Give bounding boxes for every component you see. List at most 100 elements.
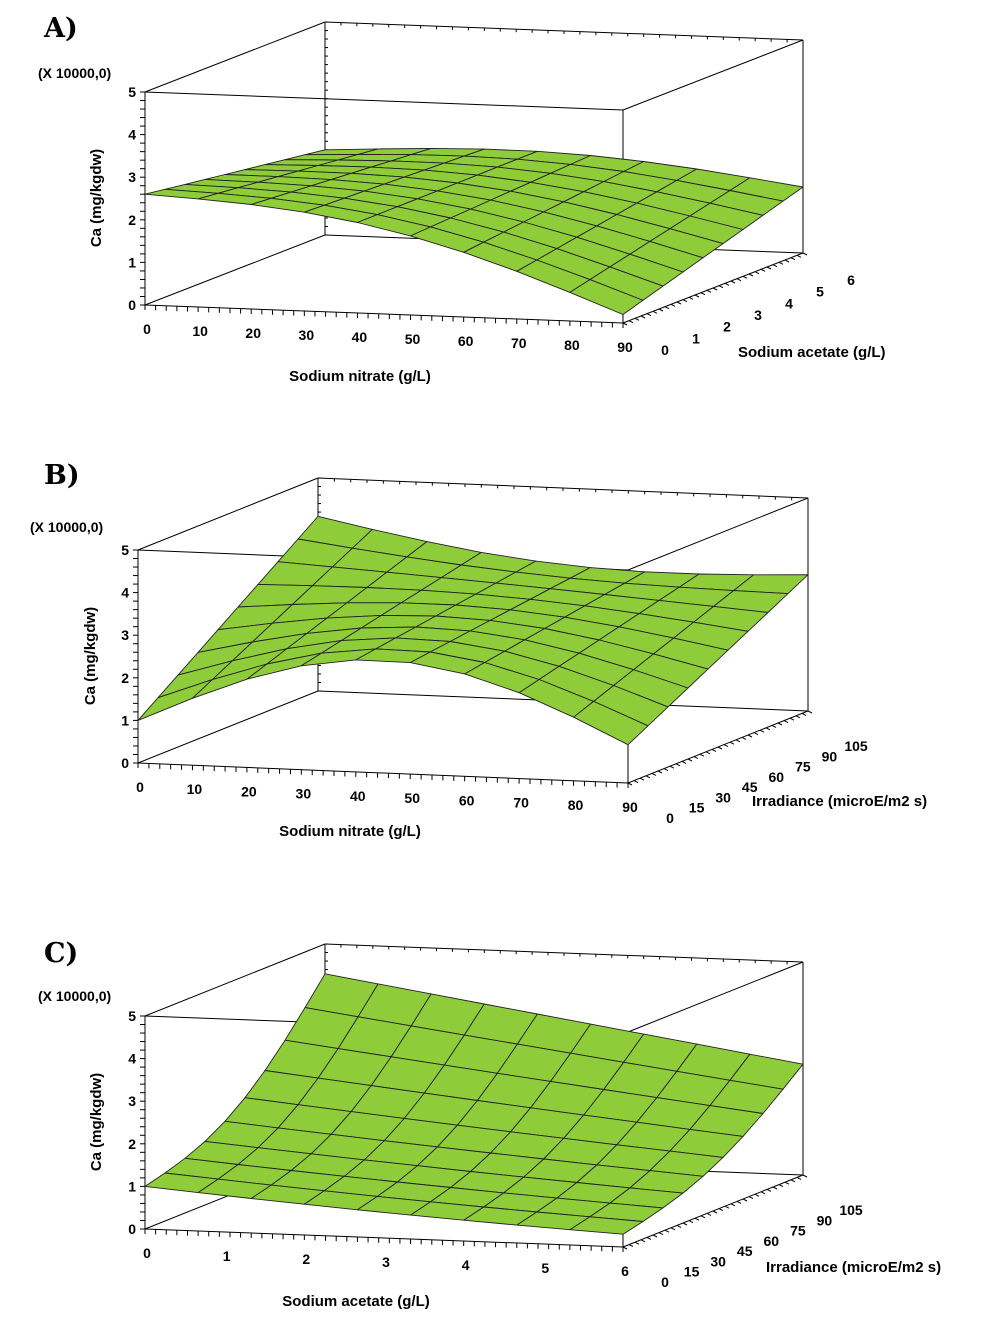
y-minor-tick [759, 729, 765, 733]
y-minor-tick [760, 268, 766, 272]
y-minor-tick [681, 760, 687, 764]
x-tick-label: 80 [568, 797, 584, 813]
y-minor-tick [670, 1227, 676, 1231]
y-minor-tick [790, 1179, 796, 1183]
y-minor-tick [688, 296, 694, 300]
y-minor-tick [658, 1232, 664, 1236]
y-minor-tick [754, 1193, 760, 1197]
z-tick-label: 3 [128, 169, 136, 185]
y-minor-tick [669, 765, 675, 769]
y-minor-tick [700, 292, 706, 296]
z-tick-label: 4 [128, 1051, 136, 1067]
y-minor-tick [766, 1188, 772, 1192]
y-tick-label: 90 [822, 748, 838, 764]
x-tick-label: 5 [541, 1260, 549, 1276]
x-tick-label: 1 [223, 1248, 231, 1264]
z-tick-label: 2 [128, 212, 136, 228]
y-minor-tick [742, 275, 748, 279]
y-minor-tick [663, 768, 669, 772]
y-minor-tick [718, 1208, 724, 1212]
y-tick-label: 1 [692, 330, 700, 346]
panel-a-z-multiplier: (X 10000,0) [38, 65, 111, 81]
panel-a-surface [144, 147, 804, 315]
x-tick-label: 0 [143, 321, 151, 337]
x-tick-label: 40 [352, 329, 368, 345]
x-tick-label: 0 [143, 1245, 151, 1261]
box-edge-right-top [627, 497, 809, 571]
y-minor-tick [664, 306, 670, 310]
y-minor-tick [801, 712, 807, 716]
y-tick-label: 15 [684, 1264, 700, 1280]
box-edge-front-top [144, 91, 624, 111]
y-minor-tick [777, 722, 783, 726]
y-minor-tick [652, 1234, 658, 1238]
z-tick-label: 1 [121, 712, 129, 728]
z-tick-label: 1 [128, 1178, 136, 1194]
panel-c-letter: C) [44, 938, 78, 969]
y-minor-tick [694, 294, 700, 298]
y-tick-label: 4 [785, 295, 793, 311]
surface-cell [573, 700, 649, 746]
y-tick-label: 0 [666, 810, 674, 826]
z-tick-label: 3 [121, 627, 129, 643]
panel-b-surface [137, 515, 809, 746]
y-minor-tick [670, 303, 676, 307]
x-tick-label: 60 [458, 333, 474, 349]
y-minor-tick [772, 264, 778, 268]
y-minor-tick [622, 1246, 628, 1250]
y-tick-label: 60 [763, 1233, 779, 1249]
y-minor-tick [796, 254, 802, 258]
x-tick-label: 0 [136, 779, 144, 795]
y-tick-label: 3 [754, 307, 762, 323]
box-edge-left-top [144, 943, 326, 1017]
x-tick-label: 6 [621, 1263, 629, 1279]
z-tick-label: 0 [121, 755, 129, 771]
y-minor-tick [718, 285, 724, 289]
y-minor-tick [747, 734, 753, 738]
y-minor-tick [784, 259, 790, 263]
y-minor-tick [736, 278, 742, 282]
y-minor-tick [688, 1220, 694, 1224]
y-minor-tick [706, 289, 712, 293]
y-minor-tick [723, 744, 729, 748]
y-minor-tick [802, 1174, 808, 1178]
y-minor-tick [760, 1191, 766, 1195]
y-minor-tick [789, 717, 795, 721]
y-minor-tick [658, 308, 664, 312]
y-minor-tick [676, 301, 682, 305]
y-minor-tick [748, 1196, 754, 1200]
y-minor-tick [712, 1210, 718, 1214]
y-tick-label: 105 [844, 738, 868, 754]
box-edge-left-bottom [137, 690, 319, 764]
panel-c-surface-plot: C) (X 10000,0) Ca (mg/kgdw) Sodium aceta… [38, 938, 941, 1310]
y-minor-tick [712, 287, 718, 291]
y-minor-tick [693, 756, 699, 760]
y-minor-tick [664, 1229, 670, 1233]
x-tick-label: 3 [382, 1254, 390, 1270]
panel-b-surface-plot: B) (X 10000,0) Ca (mg/kgdw) Sodium nitra… [30, 460, 927, 840]
y-minor-tick [741, 736, 747, 740]
y-minor-tick [724, 1205, 730, 1209]
y-minor-tick [628, 1244, 634, 1248]
y-tick-label: 2 [723, 319, 731, 335]
panel-a-x-axis-label: Sodium nitrate (g/L) [289, 368, 431, 385]
z-tick-label: 4 [121, 585, 129, 601]
y-minor-tick [646, 313, 652, 317]
y-minor-tick [634, 1241, 640, 1245]
x-tick-label: 30 [299, 327, 315, 343]
y-tick-label: 105 [839, 1202, 863, 1218]
y-minor-tick [772, 1186, 778, 1190]
z-tick-label: 3 [128, 1093, 136, 1109]
panel-c-y-axis-label: Irradiance (microE/m2 s) [766, 1259, 941, 1276]
surface-cell [569, 1216, 644, 1235]
x-tick-label: 50 [405, 331, 421, 347]
panel-a-y-axis-label: Sodium acetate (g/L) [738, 344, 886, 361]
y-minor-tick [652, 310, 658, 314]
y-minor-tick [700, 1215, 706, 1219]
x-tick-label: 90 [622, 799, 638, 815]
y-minor-tick [736, 1200, 742, 1204]
box-edge-front-bottom [137, 762, 629, 784]
box-edge-right-top [622, 961, 804, 1035]
